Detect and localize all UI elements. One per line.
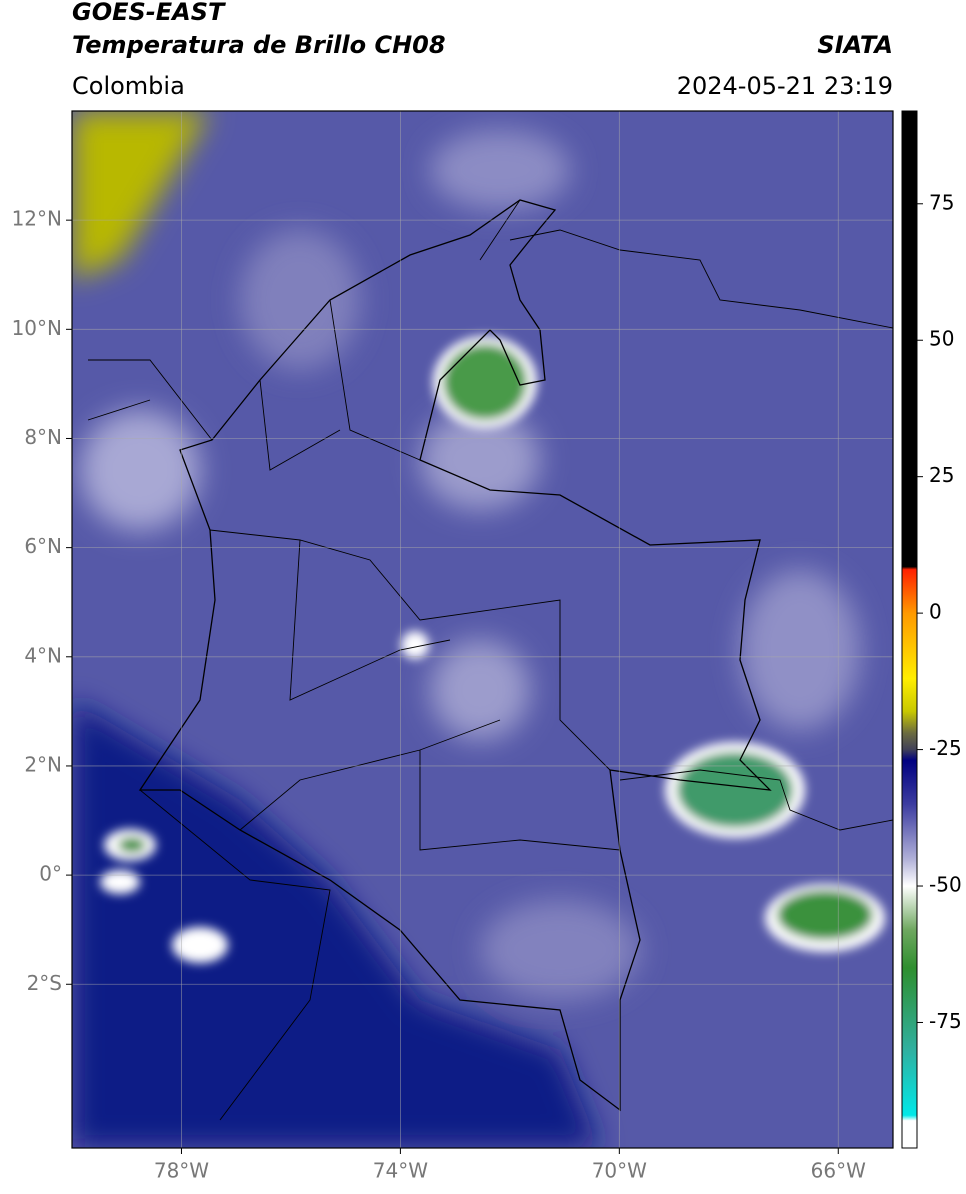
colorbar-tick-label: 50 [929,327,954,351]
source: SIATA [817,31,893,59]
colorbar-tick-label: -75 [929,1009,962,1033]
colorbar [901,110,918,1149]
x-tick-label: 74°W [373,1159,428,1183]
map-frame [71,110,894,1149]
colorbar-tick-label: -25 [929,736,962,760]
grid [72,111,893,1148]
y-tick-label: 6°N [24,534,62,558]
colorbar-tick-label: 25 [929,463,954,487]
x-tick-label: 66°W [811,1159,866,1183]
x-tick-label: 78°W [154,1159,209,1183]
y-tick-label: 8°N [24,425,62,449]
subtitle: Temperatura de Brillo CH08 [72,31,446,59]
y-tick-label: 12°N [12,207,62,231]
y-tick-label: 2°S [27,971,62,995]
satellite-image [72,111,893,1148]
colorbar-tick-label: -50 [929,873,962,897]
colorbar-tick-label: 75 [929,190,954,214]
colorbar-tick-label: 0 [929,600,942,624]
x-tick-label: 70°W [592,1159,647,1183]
y-tick-label: 2°N [24,752,62,776]
title: GOES-EAST [72,0,226,26]
region: Colombia [72,72,185,100]
y-tick-label: 4°N [24,643,62,667]
y-tick-label: 0° [39,862,62,886]
datetime: 2024-05-21 23:19 [677,72,893,100]
y-tick-label: 10°N [12,316,62,340]
